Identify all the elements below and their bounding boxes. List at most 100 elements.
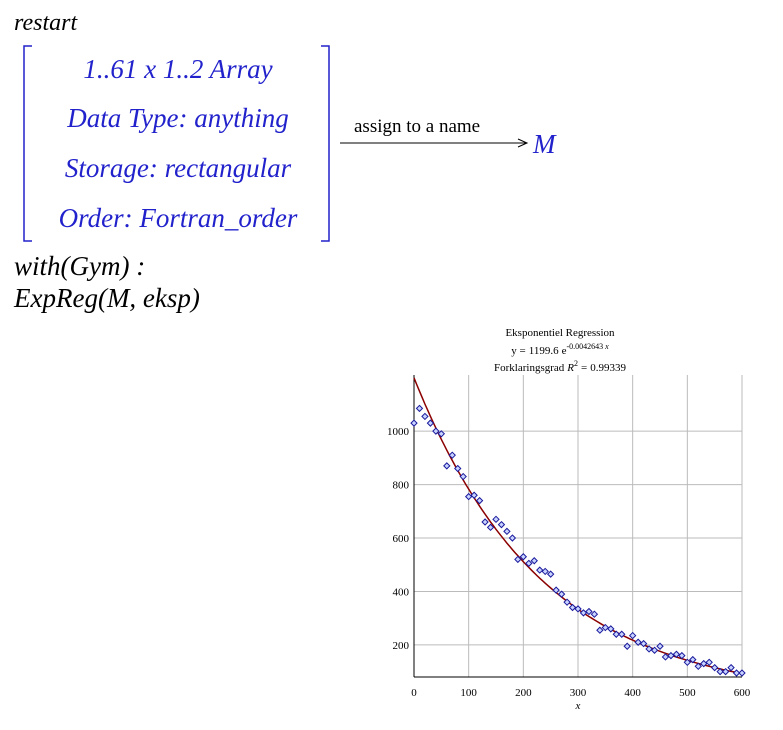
- data-point: [481, 518, 489, 526]
- y-tick-label: 400: [393, 586, 410, 598]
- r2-sym: R: [566, 362, 574, 374]
- y-tick-label: 800: [393, 480, 410, 492]
- data-point: [607, 625, 615, 633]
- data-point: [645, 645, 653, 653]
- data-point: [426, 419, 435, 427]
- data-point: [464, 492, 473, 501]
- data-point: [563, 598, 571, 606]
- bracket-right: [321, 45, 330, 242]
- data-point: [579, 609, 588, 617]
- data-point: [738, 669, 746, 677]
- data-point: [459, 472, 467, 481]
- data-point: [667, 651, 675, 660]
- data-point: [497, 520, 506, 529]
- data-point: [596, 626, 604, 634]
- data-point: [508, 534, 517, 542]
- data-point: [721, 667, 730, 676]
- eq-k: -0.0042643: [566, 342, 603, 351]
- data-point: [443, 462, 451, 470]
- command: ExpReg(M, eksp): [13, 283, 200, 313]
- data-point: [448, 451, 456, 459]
- r2-sup: 2: [574, 359, 578, 368]
- data-point: [454, 464, 462, 473]
- data-point: [601, 623, 610, 632]
- output-row: Order: Fortran_order: [59, 203, 298, 233]
- output-row: Data Type: anything: [66, 103, 288, 133]
- y-tick-label: 600: [393, 533, 410, 545]
- x-axis-label: x: [575, 700, 581, 712]
- data-point: [623, 642, 631, 650]
- x-tick-label: 400: [624, 687, 641, 699]
- data-point: [492, 515, 500, 524]
- data-point: [705, 658, 713, 667]
- eq-base: e: [562, 345, 567, 357]
- r2-label: Forklaringsgrad R2 = 0.99339: [494, 359, 626, 374]
- r2-text: Forklaringsgrad: [494, 362, 565, 374]
- data-point: [568, 603, 577, 612]
- data-point: [475, 496, 484, 505]
- output-row: Storage: rectangular: [65, 153, 292, 183]
- data-point: [525, 559, 533, 568]
- fit-equation: y = 1199.6 e-0.0042643 x: [511, 342, 609, 357]
- x-tick-label: 500: [679, 687, 696, 699]
- data-point: [486, 523, 495, 532]
- data-point: [503, 527, 511, 536]
- arrow-label: assign to a name: [354, 116, 480, 137]
- chart-title: Eksponentiel Regression: [505, 327, 615, 339]
- data-point: [585, 607, 593, 616]
- x-tick-label: 100: [460, 687, 477, 699]
- r2-eq: =: [581, 362, 587, 374]
- data-point: [650, 646, 659, 654]
- data-point: [656, 642, 664, 650]
- data-point: [634, 638, 642, 646]
- x-tick-label: 600: [734, 687, 751, 699]
- data-point: [530, 557, 538, 565]
- data-point: [628, 631, 637, 640]
- y-tick-label: 1000: [387, 426, 410, 438]
- data-point: [710, 663, 719, 672]
- data-point: [732, 669, 741, 677]
- command: restart: [14, 10, 78, 36]
- output-row: 1..61 x 1..2 Array: [83, 54, 272, 84]
- data-point: [661, 653, 670, 661]
- data-point: [432, 427, 440, 435]
- chart: Eksponentiel Regression y = 1199.6 e-0.0042…: [387, 327, 751, 712]
- data-point: [415, 404, 424, 413]
- data-point: [590, 610, 599, 618]
- data-point: [678, 651, 686, 660]
- data-point: [574, 605, 582, 613]
- command: with(Gym) :: [14, 251, 145, 281]
- name: M: [532, 129, 557, 159]
- eq-lhs: y =: [511, 345, 525, 357]
- data-point: [612, 630, 620, 638]
- data-point: [421, 412, 429, 421]
- arrow-head: [517, 138, 529, 148]
- data-point: [689, 655, 697, 664]
- x-tick-label: 200: [515, 687, 532, 699]
- data-point: [410, 419, 418, 427]
- data-point: [514, 555, 522, 564]
- eq-var: x: [604, 342, 609, 351]
- bracket-left: [23, 45, 32, 242]
- data-point: [672, 650, 681, 658]
- data-point: [536, 566, 544, 574]
- x-tick-label: 0: [411, 687, 417, 699]
- data-point: [727, 663, 735, 672]
- data-point: [557, 590, 566, 598]
- data-point: [546, 570, 555, 578]
- eq-a: 1199.6: [529, 345, 559, 357]
- data-point: [694, 662, 702, 671]
- data-point: [470, 491, 478, 499]
- data-point: [639, 639, 648, 648]
- data-point: [552, 586, 560, 594]
- data-point: [700, 659, 708, 668]
- y-tick-label: 200: [393, 640, 410, 652]
- data-point: [683, 658, 692, 667]
- x-tick-label: 300: [570, 687, 587, 699]
- data-point: [519, 553, 528, 561]
- data-point: [716, 667, 724, 676]
- data-point: [541, 567, 549, 576]
- data-point: [618, 630, 626, 638]
- data-point: [437, 430, 446, 438]
